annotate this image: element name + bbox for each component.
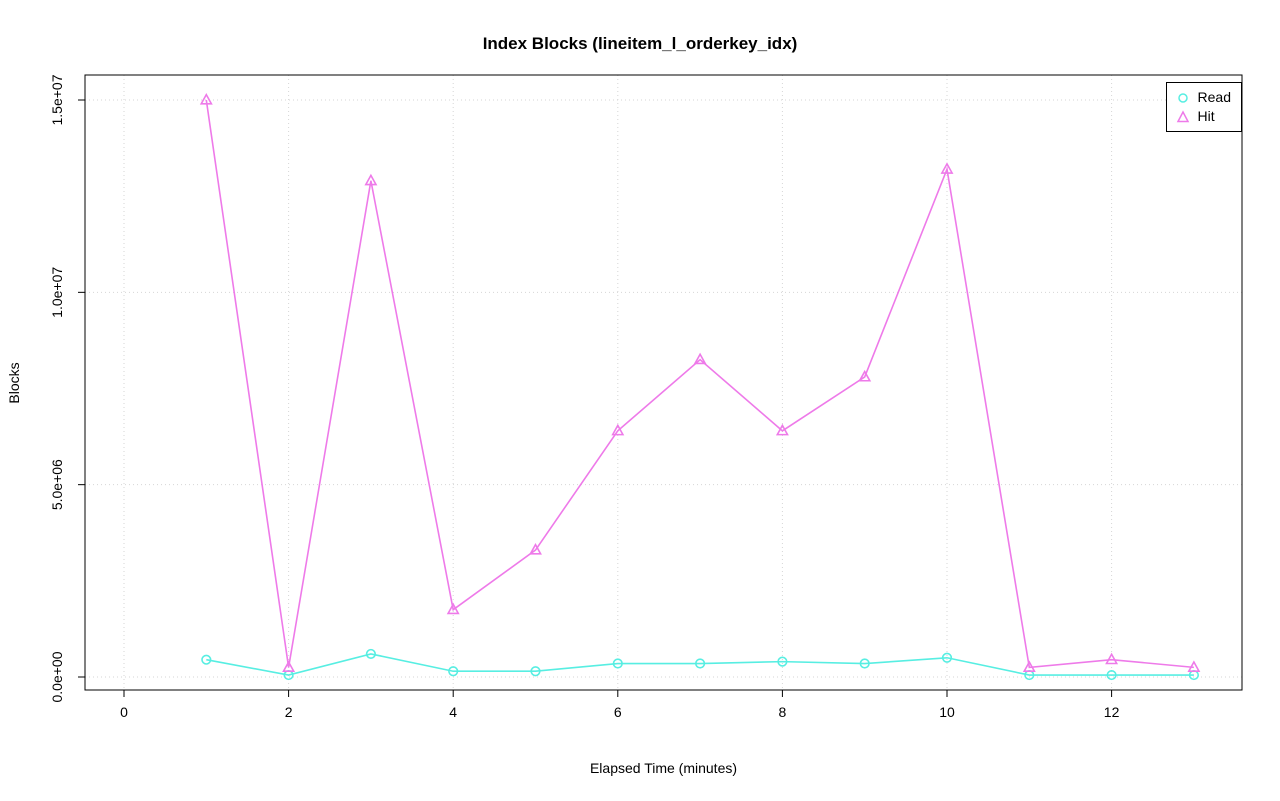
- read-point-marker: [777, 656, 788, 667]
- hit-point-marker: [1022, 660, 1036, 672]
- hit-point-marker: [1187, 660, 1201, 672]
- read-point-marker: [694, 658, 706, 669]
- y-tick-label: 1.5e+07: [49, 74, 65, 125]
- read-point-marker: [201, 654, 212, 665]
- series-line-hit: [205, 99, 1194, 669]
- hit-marker-triangle: [1176, 109, 1189, 122]
- x-axis-label: Elapsed Time (minutes): [589, 760, 738, 776]
- y-tick-label: 0.0e+00: [49, 651, 65, 702]
- x-tick-label: 8: [779, 704, 787, 720]
- hit-point-marker: [611, 423, 625, 436]
- hit-point-marker: [940, 162, 954, 174]
- legend-label-hit: Hit: [1197, 108, 1215, 124]
- read-point-marker: [612, 658, 623, 669]
- plot-border: [84, 74, 1243, 691]
- x-tick-label: 2: [285, 704, 293, 720]
- read-point-marker: [530, 666, 541, 677]
- y-tick-label: 1.0e+07: [49, 267, 65, 318]
- y-tick-label: 5.0e+06: [49, 459, 65, 510]
- series-line-read: [206, 653, 1194, 676]
- x-tick-label: 4: [449, 704, 457, 720]
- hit-point-marker: [693, 352, 707, 365]
- read-point-marker: [859, 658, 870, 669]
- read-point-marker: [941, 652, 953, 663]
- read-point-marker: [448, 666, 459, 677]
- x-tick-label: 0: [120, 704, 128, 720]
- hit-point-marker: [858, 369, 872, 382]
- read-marker-circle: [1177, 92, 1188, 103]
- x-tick-label: 12: [1104, 704, 1120, 720]
- read-point-marker: [365, 648, 377, 660]
- legend-label-read: Read: [1197, 89, 1231, 105]
- legend-item-hit: Hit: [1175, 107, 1231, 126]
- read-point-marker: [1106, 669, 1117, 681]
- chart-title: Index Blocks (lineitem_l_orderkey_idx): [482, 34, 798, 53]
- x-tick-label: 10: [939, 704, 955, 720]
- hit-point-marker: [282, 660, 296, 672]
- hit-point-marker: [775, 423, 789, 436]
- hit-point-marker: [529, 543, 542, 555]
- read-marker-icon: [1177, 92, 1188, 103]
- legend-item-read: Read: [1175, 88, 1231, 107]
- hit-point-marker: [1105, 652, 1119, 665]
- hit-point-marker: [446, 602, 460, 615]
- legend: Read Hit: [1165, 82, 1242, 132]
- x-tick-label: 6: [614, 704, 622, 720]
- hit-marker-icon: [1176, 109, 1189, 122]
- hit-point-marker: [364, 173, 378, 186]
- hit-point-marker: [199, 92, 213, 105]
